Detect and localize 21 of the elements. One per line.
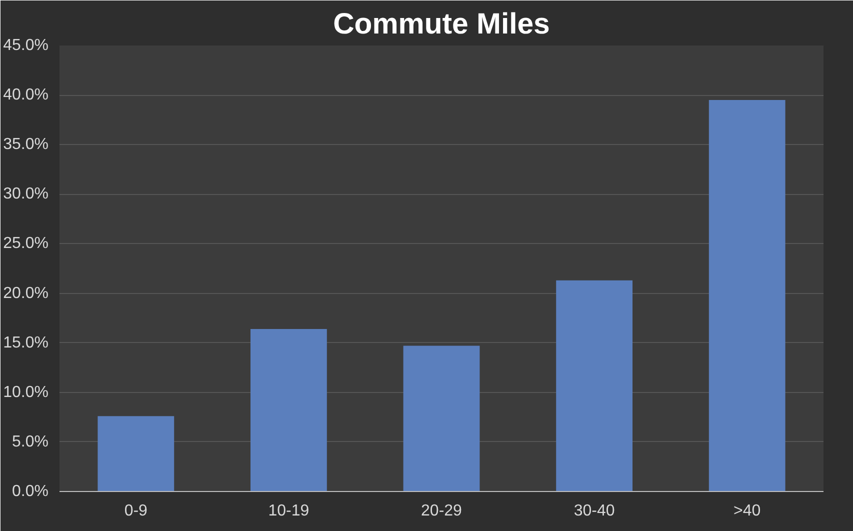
y-tick-label: 10.0% — [3, 384, 49, 401]
bar — [708, 100, 786, 492]
y-tick-label: 25.0% — [3, 235, 49, 252]
x-tick-label: >40 — [734, 502, 761, 520]
x-tick-label: 20-29 — [421, 502, 462, 520]
x-tick-label: 10-19 — [268, 502, 310, 520]
bar — [556, 280, 632, 492]
chart-title: Commute Miles — [333, 8, 550, 40]
y-tick-label: 45.0% — [3, 37, 49, 54]
y-tick-label: 35.0% — [3, 136, 49, 154]
bar — [98, 416, 174, 492]
y-tick-label: 5.0% — [12, 433, 48, 450]
bar — [250, 328, 327, 492]
y-tick-label: 40.0% — [3, 86, 49, 104]
y-tick-label: 0.0% — [12, 483, 48, 500]
y-tick-label: 20.0% — [3, 284, 49, 302]
bar — [403, 346, 480, 492]
x-tick-label: 0-9 — [124, 502, 148, 520]
x-tick-label: 30-40 — [574, 502, 615, 520]
y-tick-label: 15.0% — [3, 334, 49, 352]
y-tick-label: 30.0% — [3, 186, 49, 203]
